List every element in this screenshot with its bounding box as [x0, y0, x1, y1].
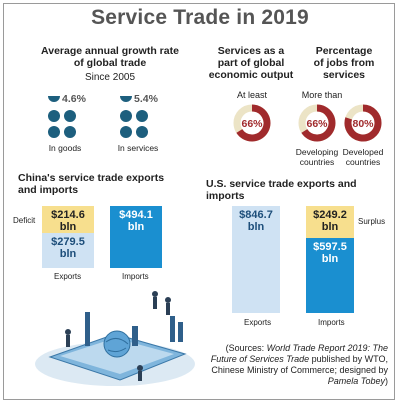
china-chart-title: China's service trade exports and import…	[18, 172, 198, 196]
coin-stack-icon	[178, 322, 183, 342]
developed-ring-chart: 80%	[344, 104, 382, 142]
china-exports-unit: bln	[59, 248, 77, 260]
person-body	[153, 297, 157, 309]
china-deficit-unit: bln	[59, 221, 77, 233]
us-exports-value: $846.7	[239, 209, 273, 221]
developed-ring-fill	[344, 104, 382, 142]
growth-heading: Average annual growth rate of global tra…	[20, 45, 200, 69]
us-imports-value: $597.5	[313, 241, 347, 253]
developed-label-line2: countries	[345, 157, 381, 167]
person-icon	[137, 365, 143, 371]
output-ring-value: 66%	[241, 118, 263, 130]
china-title-line1: China's service trade exports	[18, 172, 165, 184]
source-publishers: published by WTO, Chinese Ministry of Co…	[211, 354, 388, 375]
developed-label-line1: Developed	[342, 147, 384, 157]
china-exports-value: $279.5	[51, 236, 85, 248]
growth-since: Since 2005	[84, 72, 136, 83]
developing-label-line2: countries	[299, 157, 335, 167]
surplus-label: Surplus	[358, 217, 386, 226]
source-close: )	[385, 376, 388, 386]
source-report-title: World Trade Report 2019: The Future of S…	[210, 343, 388, 364]
deficit-label: Deficit	[13, 216, 36, 225]
output-heading-line2: part of global	[217, 57, 285, 69]
source-note: (Sources: World Trade Report 2019: The F…	[198, 343, 388, 387]
coin-stack-icon	[170, 316, 175, 342]
us-exports-label: Exports	[244, 318, 272, 327]
china-deficit-value: $214.6	[51, 209, 85, 221]
services-dot	[120, 110, 132, 122]
us-surplus-bar: $249.2 bln	[306, 206, 354, 238]
services-dot	[136, 126, 148, 138]
developing-label-line1: Developing	[295, 147, 339, 157]
developed-ring-value: 80%	[352, 118, 374, 130]
jobs-heading: Percentage of jobs from services	[296, 45, 392, 81]
source-open: (Sources:	[225, 343, 267, 353]
person-body	[166, 303, 170, 315]
output-qualifier: At least	[236, 90, 267, 100]
goods-dot	[64, 126, 76, 138]
jobs-heading-line1: Percentage	[315, 45, 373, 57]
china-imports-bar: $494.1 bln	[110, 206, 162, 268]
infographic-frame	[3, 3, 395, 400]
us-imports-label: Imports	[318, 318, 345, 327]
us-surplus-unit: bln	[321, 221, 339, 233]
china-imports-label: Imports	[122, 272, 149, 281]
output-ring-fill	[236, 104, 271, 142]
jobs-heading-line2: of jobs from	[313, 57, 375, 69]
developing-ring-value: 66%	[306, 118, 328, 130]
developed-label: Developed countries	[334, 147, 392, 167]
us-chart-title: U.S. service trade exports and imports	[206, 178, 357, 202]
goods-growth-value: 4.6%	[62, 93, 86, 105]
growth-heading-line1: Average annual growth rate	[41, 45, 179, 57]
globe-lines	[105, 338, 129, 353]
output-heading-line1: Services as a	[217, 45, 285, 57]
china-imports-unit: bln	[127, 221, 145, 233]
us-imports-bar: $597.5 bln	[306, 238, 354, 313]
output-ring-chart: 66%	[233, 104, 271, 142]
services-growth-value: 5.4%	[134, 93, 158, 105]
us-surplus-value: $249.2	[313, 209, 347, 221]
goods-label: In goods	[48, 143, 82, 153]
china-imports-value: $494.1	[119, 209, 153, 221]
person-icon	[152, 291, 158, 297]
goods-partial-dot	[48, 96, 60, 102]
services-dot	[136, 110, 148, 122]
coin-stack-icon	[85, 312, 90, 346]
page-title: Service Trade in 2019	[91, 6, 309, 29]
person-icon	[165, 297, 171, 303]
china-exports-bar: $279.5 bln	[42, 233, 94, 268]
goods-dot	[64, 110, 76, 122]
goods-dot	[48, 110, 60, 122]
jobs-heading-line3: services	[322, 69, 366, 81]
person-icon	[65, 329, 71, 335]
china-title-line2: and imports	[18, 184, 79, 196]
business-illustration	[35, 291, 195, 386]
services-dot	[120, 126, 132, 138]
services-partial-dot	[120, 96, 132, 102]
source-designer: Pamela Tobey	[327, 376, 385, 386]
output-heading-line3: economic output	[208, 69, 294, 81]
output-heading: Services as a part of global economic ou…	[208, 45, 294, 81]
developing-label: Developing countries	[288, 147, 346, 167]
us-exports-bar: $846.7 bln	[232, 206, 280, 313]
developing-ring-fill	[301, 104, 336, 142]
person-body	[138, 371, 142, 381]
china-exports-label: Exports	[54, 272, 82, 281]
jobs-qualifier: More than	[301, 90, 343, 100]
globe-icon	[103, 330, 131, 358]
person-body	[66, 335, 70, 347]
us-exports-unit: bln	[247, 221, 265, 233]
services-label: In services	[117, 143, 159, 153]
goods-dot	[48, 126, 60, 138]
us-imports-unit: bln	[321, 253, 339, 265]
growth-heading-line2: of global trade	[73, 57, 147, 69]
coin-stack-icon	[132, 326, 138, 346]
developing-ring-chart: 66%	[298, 104, 336, 142]
china-deficit-bar: $214.6 bln	[42, 206, 94, 233]
